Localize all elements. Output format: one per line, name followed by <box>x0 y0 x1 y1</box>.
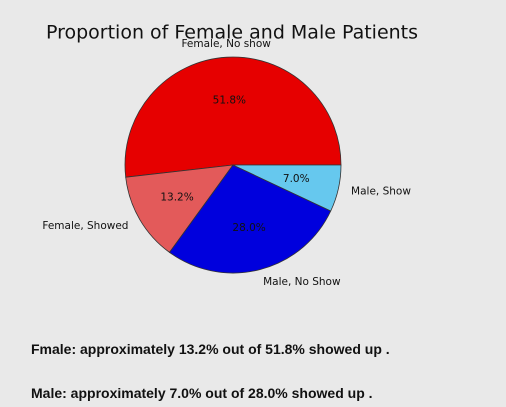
pie-slice <box>232 164 342 212</box>
value-label: 13.2% <box>160 192 193 204</box>
slice-label: Male, No Show <box>263 276 341 288</box>
value-label: 7.0% <box>283 173 310 185</box>
value-label: 28.0% <box>232 222 265 234</box>
note: Male: approximately 7.0% out of 28.0% sh… <box>31 385 373 401</box>
value-label: 51.8% <box>213 94 246 106</box>
chart: Proportion of Female and Male Patients F… <box>42 22 418 289</box>
note: Fmale: approximately 13.2% out of 51.8% … <box>31 341 390 357</box>
pie-slice <box>125 164 234 253</box>
slice-label: Male, Show <box>351 185 411 197</box>
pie-slice <box>124 56 342 178</box>
chart-title: Proportion of Female and Male Patients <box>46 22 418 44</box>
slice-label: Female, Showed <box>42 220 128 232</box>
pie-slice <box>168 164 332 274</box>
slice-label: Female, No show <box>181 38 271 50</box>
